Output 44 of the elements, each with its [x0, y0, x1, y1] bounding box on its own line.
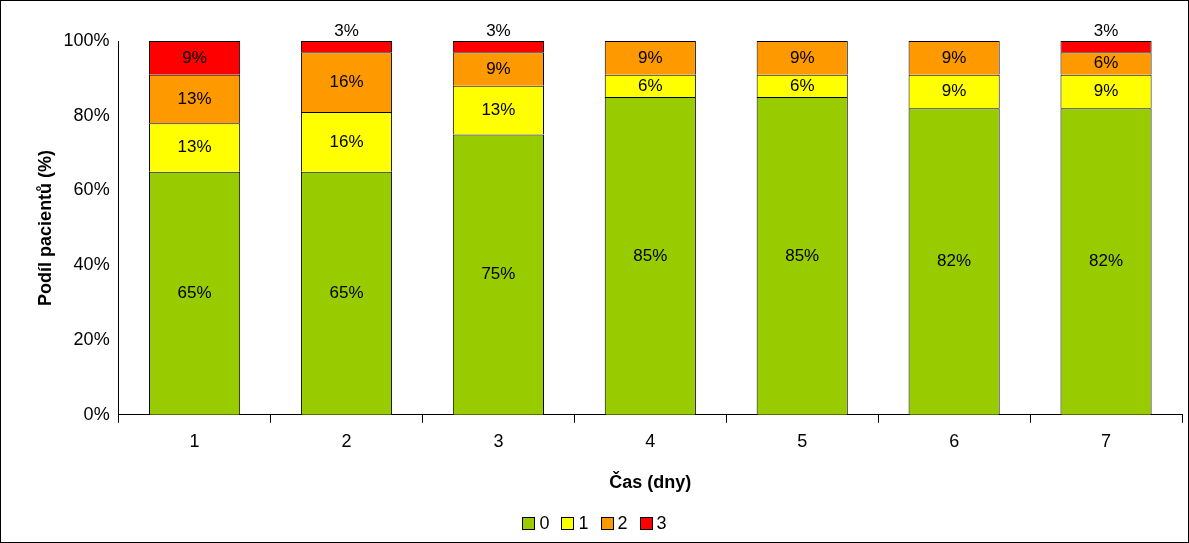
data-label: 85% [785, 245, 820, 265]
x-axis-title: Čas (dny) [609, 471, 692, 493]
data-label: 13% [177, 137, 212, 157]
data-label: 9% [486, 58, 511, 78]
data-label: 9% [1093, 81, 1119, 101]
data-label: 9% [182, 47, 207, 67]
data-label: 65% [329, 283, 364, 302]
x-tick-label: 4 [645, 430, 656, 451]
data-label: 3% [334, 20, 359, 40]
data-label: 9% [941, 47, 967, 67]
x-tick-label: 6 [949, 430, 960, 451]
data-label: 16% [329, 131, 364, 151]
data-label: 9% [789, 47, 815, 67]
y-tick-label: 20% [73, 329, 110, 350]
y-tick-label: 60% [73, 179, 110, 200]
data-label: 85% [633, 245, 668, 265]
data-label: 65% [177, 283, 212, 302]
data-label: 3% [486, 20, 511, 40]
legend-label: 2 [617, 513, 628, 534]
data-label: 82% [1089, 251, 1124, 271]
data-label: 75% [481, 264, 516, 284]
x-tick-label: 5 [797, 430, 808, 451]
data-label: 3% [1093, 20, 1119, 40]
x-tick-label: 2 [341, 430, 352, 451]
data-label: 6% [789, 75, 815, 95]
data-label: 6% [1093, 53, 1119, 73]
y-tick-label: 0% [83, 403, 110, 424]
y-tick-label: 80% [73, 104, 110, 125]
data-label: 13% [481, 99, 516, 119]
data-label: 6% [638, 75, 663, 95]
data-label: 9% [941, 81, 967, 101]
data-label: 82% [937, 251, 972, 271]
y-tick-label: 100% [63, 29, 110, 50]
data-label: 9% [638, 47, 663, 67]
data-label: 13% [177, 88, 212, 108]
x-tick-label: 3 [493, 430, 504, 451]
legend-label: 1 [578, 513, 589, 534]
legend-label: 0 [539, 513, 550, 534]
x-tick-label: 7 [1101, 430, 1112, 451]
legend-label: 3 [656, 513, 667, 534]
x-tick-label: 1 [189, 430, 200, 451]
y-tick-label: 40% [73, 254, 110, 275]
data-label: 16% [329, 71, 364, 91]
y-axis-title: Podíl pacientů (%) [34, 149, 55, 306]
